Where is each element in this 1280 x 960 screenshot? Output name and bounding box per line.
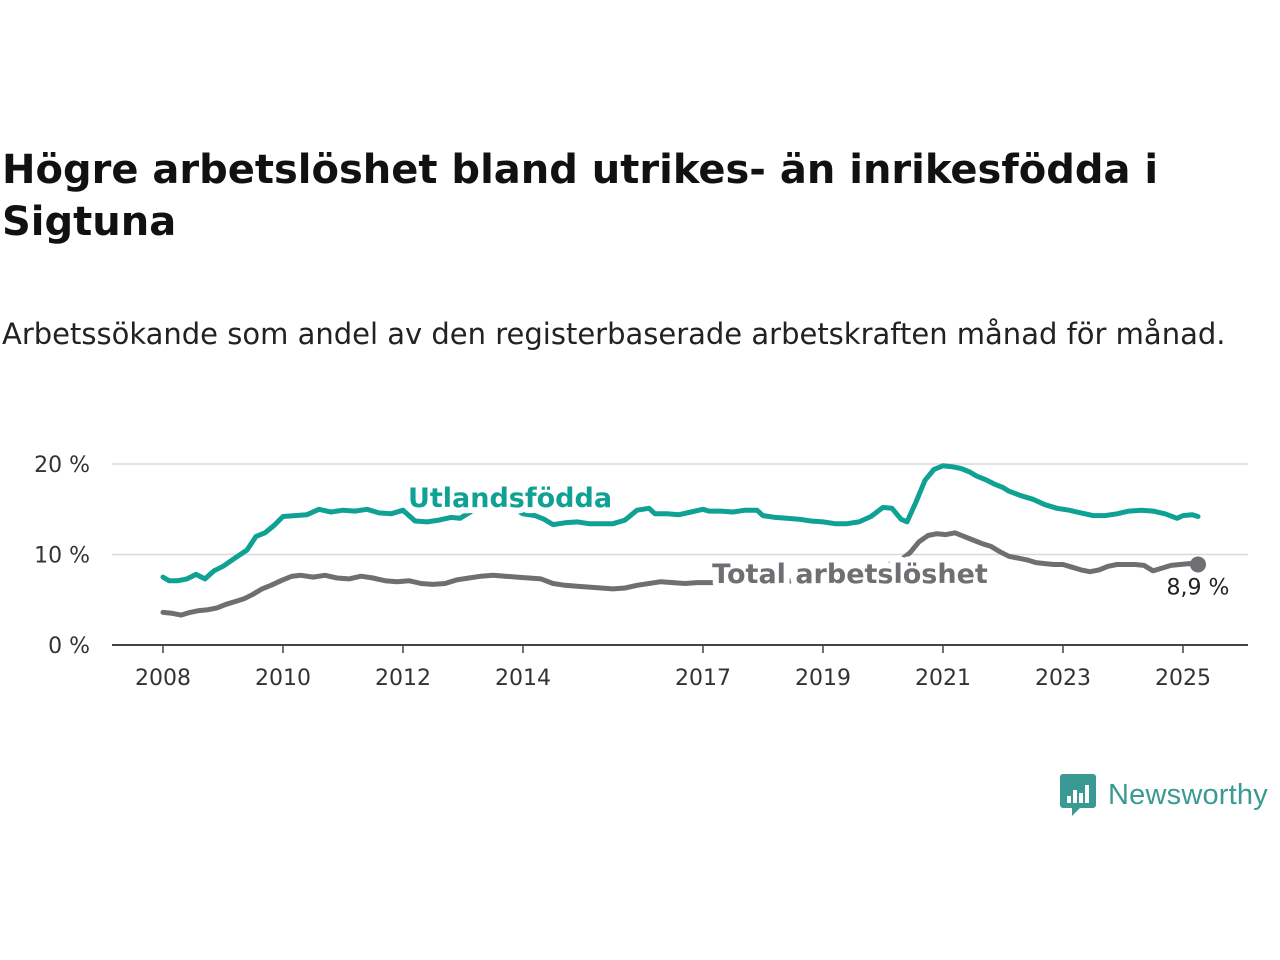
x-tick-label: 2012 xyxy=(375,666,431,691)
series-lines xyxy=(160,463,1201,618)
x-tick-label: 2010 xyxy=(255,666,311,691)
end-value-label: 8,9 % xyxy=(1167,575,1230,600)
x-tick-label: 2021 xyxy=(915,666,971,691)
x-tick-label: 2025 xyxy=(1155,666,1211,691)
x-axis-ticks: 2008 2010 2012 2014 2017 2019 2021 2023 2025 xyxy=(135,645,1211,691)
chart-title: Högre arbetslöshet bland utrikes- än inr… xyxy=(2,147,1159,245)
series-line-total xyxy=(160,530,1201,618)
newsworthy-logo: Newsworthy xyxy=(1058,772,1268,818)
chart-subtitle: Arbetssökande som andel av den registerb… xyxy=(2,317,1226,351)
series-label-total: Total arbetslöshet xyxy=(712,559,988,590)
x-tick-label: 2008 xyxy=(135,666,191,691)
newsworthy-logo-icon xyxy=(1060,774,1096,816)
y-tick-label: 0 % xyxy=(48,634,90,659)
x-tick-label: 2014 xyxy=(495,666,551,691)
line-chart: 0 % 10 % 20 % 2008 2010 2012 2014 2017 2019 2021… xyxy=(34,453,1248,691)
brand-name: Newsworthy xyxy=(1108,778,1268,811)
x-tick-label: 2023 xyxy=(1035,666,1091,691)
gridlines xyxy=(112,463,1248,556)
y-axis-ticks: 0 % 10 % 20 % xyxy=(34,453,90,659)
y-tick-label: 10 % xyxy=(34,544,90,569)
series-line-utlandsfodda xyxy=(160,463,1201,584)
y-tick-label: 20 % xyxy=(34,453,90,478)
x-tick-label: 2019 xyxy=(795,666,851,691)
x-tick-label: 2017 xyxy=(675,666,731,691)
end-point-marker xyxy=(1190,556,1206,573)
series-label-utlandsfodda: Utlandsfödda xyxy=(408,483,612,514)
series-labels: Utlandsfödda Total arbetslöshet 8,9 % xyxy=(402,477,1230,600)
